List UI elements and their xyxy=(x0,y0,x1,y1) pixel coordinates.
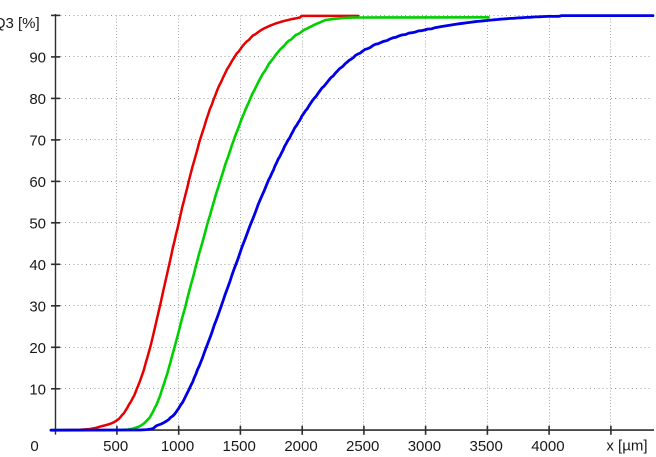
svg-text:20: 20 xyxy=(29,340,46,357)
svg-text:x [µm]: x [µm] xyxy=(606,438,647,455)
svg-text:1000: 1000 xyxy=(161,438,194,455)
svg-text:3500: 3500 xyxy=(470,438,503,455)
svg-text:60: 60 xyxy=(29,174,46,191)
svg-text:40: 40 xyxy=(29,257,46,274)
svg-text:80: 80 xyxy=(29,91,46,108)
svg-text:2500: 2500 xyxy=(346,438,379,455)
svg-text:2000: 2000 xyxy=(284,438,317,455)
svg-text:70: 70 xyxy=(29,133,46,150)
svg-text:90: 90 xyxy=(29,50,46,67)
svg-text:10: 10 xyxy=(29,381,46,398)
svg-text:4000: 4000 xyxy=(531,438,564,455)
svg-text:30: 30 xyxy=(29,298,46,315)
svg-text:1500: 1500 xyxy=(223,438,256,455)
svg-text:500: 500 xyxy=(103,438,128,455)
svg-text:0: 0 xyxy=(30,438,38,455)
svg-text:50: 50 xyxy=(29,215,46,232)
svg-text:Q3 [%]: Q3 [%] xyxy=(0,15,40,32)
svg-text:3000: 3000 xyxy=(408,438,441,455)
